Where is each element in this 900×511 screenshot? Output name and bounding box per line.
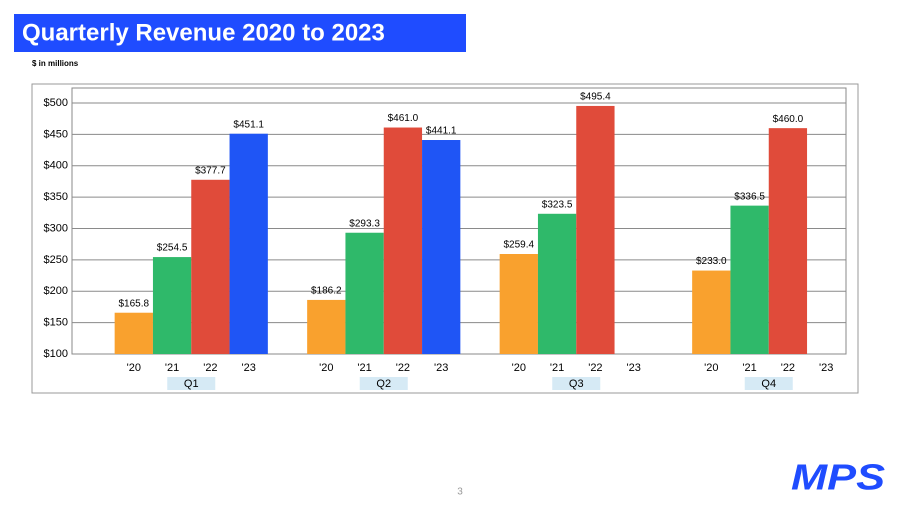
x-sub-label: '23 (819, 362, 833, 374)
bar (152, 257, 192, 354)
bar (229, 133, 268, 354)
x-sub-label: '22 (396, 362, 410, 374)
x-sub-label: '21 (550, 362, 564, 374)
y-tick-label: $400 (44, 160, 68, 172)
x-sub-label: '20 (704, 362, 718, 374)
bar (730, 205, 769, 354)
x-sub-label: '21 (742, 362, 756, 374)
y-tick-label: $300 (44, 222, 68, 234)
y-tick-label: $150 (44, 317, 68, 329)
x-sub-label: '20 (127, 362, 141, 374)
bar (768, 128, 808, 354)
data-label: $165.8 (119, 298, 150, 309)
bar (537, 213, 577, 354)
data-label: $451.1 (233, 119, 264, 130)
bar (191, 179, 230, 354)
y-tick-label: $250 (44, 254, 68, 266)
chart-subtitle: $ in millions (32, 59, 79, 68)
data-label: $336.5 (734, 191, 765, 202)
bar (114, 312, 153, 354)
category-box (359, 377, 408, 390)
bar (422, 140, 461, 354)
data-label: $441.1 (426, 126, 457, 137)
x-tick-label: Q1 (184, 378, 199, 390)
logo: MPS (791, 457, 885, 498)
bar (576, 105, 615, 355)
data-label: $233.0 (696, 256, 727, 267)
category-box (744, 377, 793, 390)
x-sub-label: '22 (203, 362, 217, 374)
x-sub-label: '23 (434, 362, 448, 374)
x-sub-label: '22 (781, 362, 795, 374)
data-label: $377.7 (195, 165, 226, 176)
x-sub-label: '22 (588, 362, 602, 374)
page-number: 3 (457, 487, 463, 498)
x-tick-label: Q3 (569, 378, 584, 390)
x-tick-label: Q2 (376, 378, 391, 390)
x-sub-label: '20 (512, 362, 526, 374)
data-label: $293.3 (349, 218, 380, 229)
y-tick-label: $350 (44, 191, 68, 203)
x-sub-label: '20 (319, 362, 333, 374)
category-box (552, 377, 601, 390)
data-label: $323.5 (542, 199, 573, 210)
y-tick-label: $450 (44, 128, 68, 140)
data-label: $461.0 (388, 113, 419, 124)
bar (345, 232, 384, 354)
data-label: $254.5 (157, 243, 188, 254)
chart-title: Quarterly Revenue 2020 to 2023 (22, 19, 385, 46)
bar (499, 253, 538, 354)
y-tick-label: $200 (44, 285, 68, 297)
bar (383, 127, 423, 354)
x-sub-label: '21 (165, 362, 179, 374)
y-tick-label: $500 (44, 97, 68, 109)
data-label: $495.4 (580, 92, 611, 103)
bar (692, 270, 731, 354)
x-sub-label: '21 (357, 362, 371, 374)
data-label: $460.0 (773, 114, 804, 125)
bar (307, 299, 346, 354)
data-label: $186.2 (311, 286, 342, 297)
x-tick-label: Q4 (761, 378, 776, 390)
x-sub-label: '23 (627, 362, 641, 374)
data-label: $259.4 (504, 240, 535, 251)
y-tick-label: $100 (44, 348, 68, 360)
x-sub-label: '23 (242, 362, 256, 374)
title-banner (14, 14, 466, 52)
category-box (167, 377, 216, 390)
